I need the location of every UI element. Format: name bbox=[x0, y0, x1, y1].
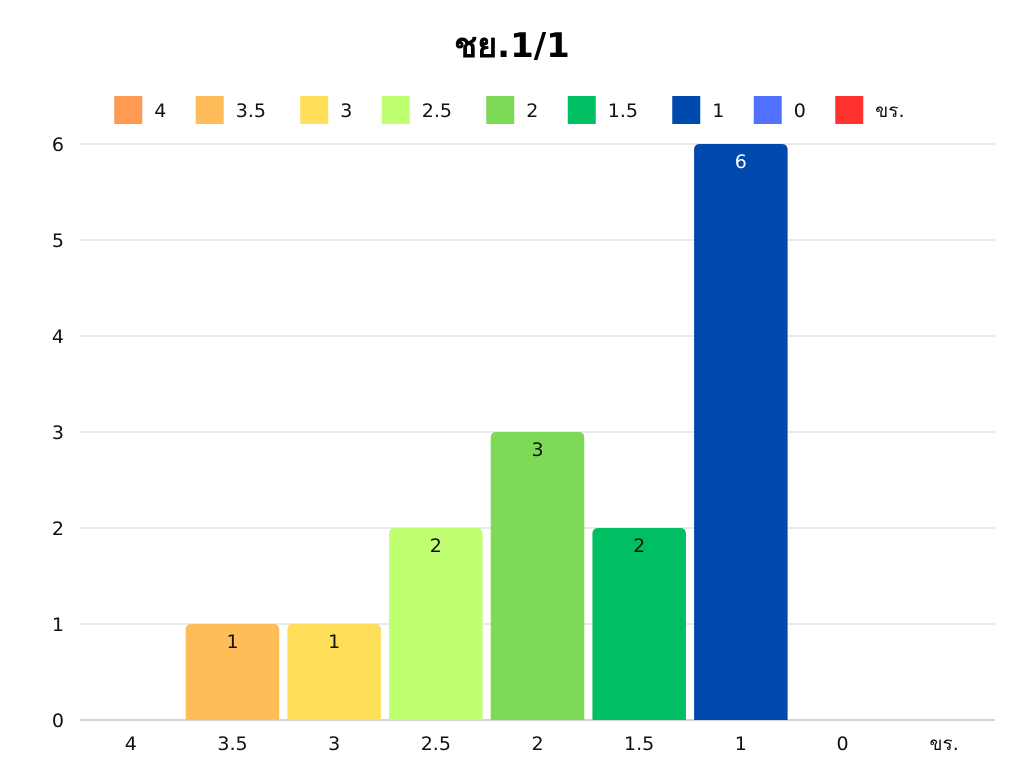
x-tick-label: ขร. bbox=[930, 733, 959, 755]
bar bbox=[185, 624, 280, 720]
legend-swatch bbox=[486, 96, 515, 124]
y-tick-label: 2 bbox=[52, 518, 64, 540]
legend-swatch bbox=[381, 96, 410, 124]
data-label: 2 bbox=[430, 535, 442, 557]
x-tick-label: 2.5 bbox=[421, 733, 451, 755]
y-tick-label: 1 bbox=[52, 614, 64, 636]
x-tick-label: 1 bbox=[735, 733, 747, 755]
bar bbox=[490, 432, 585, 720]
legend-label: 1 bbox=[712, 100, 724, 122]
legend-label: 0 bbox=[794, 100, 806, 122]
legend-label: ขร. bbox=[875, 100, 904, 122]
chart-title: ชย.1/1 bbox=[454, 26, 570, 66]
x-tick-label: 4 bbox=[125, 733, 137, 755]
y-tick-label: 6 bbox=[52, 134, 64, 156]
legend-swatch bbox=[672, 96, 701, 124]
data-label: 3 bbox=[531, 439, 543, 461]
legend-label: 2 bbox=[526, 100, 538, 122]
bar bbox=[287, 624, 381, 720]
legend-label: 3.5 bbox=[236, 100, 266, 122]
data-label: 2 bbox=[633, 535, 645, 557]
data-label: 6 bbox=[735, 151, 747, 173]
bar bbox=[592, 528, 686, 720]
legend-label: 3 bbox=[340, 100, 352, 122]
x-tick-label: 1.5 bbox=[624, 733, 654, 755]
bar bbox=[694, 144, 788, 720]
data-label: 1 bbox=[226, 631, 238, 653]
legend-swatch bbox=[835, 96, 864, 124]
legend-label: 4 bbox=[154, 100, 166, 122]
x-tick-label: 0 bbox=[836, 733, 848, 755]
y-tick-label: 0 bbox=[52, 710, 64, 732]
legend-label: 1.5 bbox=[608, 100, 638, 122]
legend-label: 2.5 bbox=[422, 100, 452, 122]
legend-swatch bbox=[300, 96, 329, 124]
y-tick-label: 3 bbox=[52, 422, 64, 444]
x-tick-label: 3 bbox=[328, 733, 340, 755]
data-label: 1 bbox=[328, 631, 340, 653]
legend-swatch bbox=[195, 96, 224, 124]
bar bbox=[389, 528, 483, 720]
y-tick-label: 5 bbox=[52, 230, 64, 252]
y-tick-label: 4 bbox=[52, 326, 64, 348]
x-tick-label: 2 bbox=[531, 733, 543, 755]
legend-swatch bbox=[753, 96, 782, 124]
legend-swatch bbox=[567, 96, 596, 124]
x-tick-label: 3.5 bbox=[217, 733, 247, 755]
legend-swatch bbox=[114, 96, 143, 124]
